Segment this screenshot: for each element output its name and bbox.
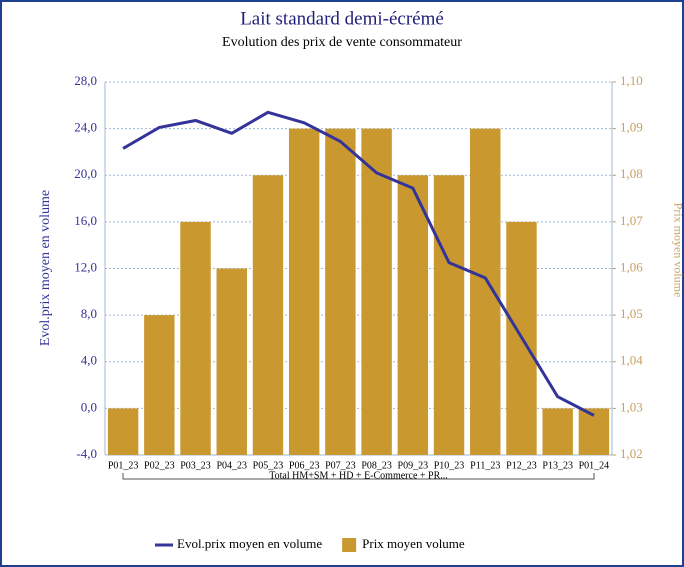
y-tick-label: 20,0 (74, 166, 97, 181)
y2-tick-label: 1,06 (620, 259, 643, 274)
x-tick-label: P12_23 (506, 460, 537, 471)
chart-title: Lait standard demi-écrémé (240, 8, 444, 29)
bar (216, 268, 247, 455)
x-tick-label: P02_23 (144, 460, 175, 471)
y-tick-label: 8,0 (81, 306, 97, 321)
x-tick-label: P03_23 (180, 460, 211, 471)
bar (397, 175, 429, 455)
x-tick-label: P01_23 (108, 460, 139, 471)
y2-tick-label: 1,09 (620, 120, 643, 135)
x-tick-label: P09_23 (398, 460, 429, 471)
bar (578, 408, 610, 455)
y2-tick-label: 1,10 (620, 73, 643, 88)
y-axis-label: Evol.prix moyen en volume (38, 190, 53, 346)
x-tick-label: P07_23 (325, 460, 356, 471)
y2-tick-label: 1,02 (620, 446, 643, 461)
bar (252, 175, 284, 455)
x-tick-label: P11_23 (470, 460, 500, 471)
x-tick-label: P05_23 (253, 460, 284, 471)
y-tick-label: 28,0 (74, 73, 97, 88)
y-tick-label: 16,0 (74, 213, 97, 228)
x-tick-label: P10_23 (434, 460, 465, 471)
y2-tick-label: 1,03 (620, 399, 643, 414)
y2-tick-label: 1,05 (620, 306, 643, 321)
y-tick-label: 0,0 (81, 399, 97, 414)
line (122, 110, 595, 417)
legend-label: Evol.prix moyen en volume (177, 536, 322, 551)
bar (144, 315, 175, 455)
x-tick-label: P13_23 (542, 460, 573, 471)
legend-label: Prix moyen volume (362, 536, 465, 551)
y-tick-label: 12,0 (74, 259, 97, 274)
y-tick-label: 4,0 (81, 353, 97, 368)
bar (470, 128, 501, 455)
chart-subtitle: Evolution des prix de vente consommateur (222, 35, 462, 50)
x-tick-label: P08_23 (361, 460, 392, 471)
x-tick-label: P04_23 (216, 460, 247, 471)
y-tick-label: 24,0 (74, 120, 97, 135)
bar (542, 408, 573, 455)
x-group-label: Total HM+SM + HD + E-Commerce + PR... (269, 470, 448, 481)
x-tick-label: P06_23 (289, 460, 320, 471)
bar (180, 221, 211, 455)
bar (325, 128, 356, 455)
bar (288, 128, 320, 455)
y2-tick-label: 1,04 (620, 353, 643, 368)
y2-tick-label: 1,08 (620, 166, 643, 181)
y2-axis-label: Prix moyen volume (671, 203, 684, 298)
bar (361, 128, 392, 455)
y2-tick-label: 1,07 (620, 213, 643, 228)
legend-swatch (342, 538, 357, 552)
bar (433, 175, 465, 455)
x-tick-label: P01_24 (579, 460, 610, 471)
y-tick-label: -4,0 (76, 446, 97, 461)
x-group-bracket (122, 473, 595, 480)
bar (107, 408, 139, 455)
